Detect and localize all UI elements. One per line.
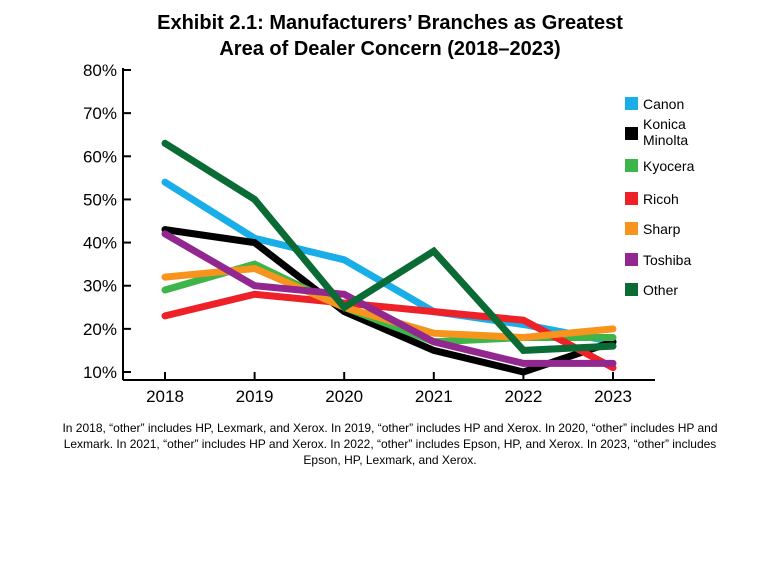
legend-label: Other <box>643 282 678 298</box>
chart-title: Exhibit 2.1: Manufacturers’ Branches as … <box>0 10 780 62</box>
legend-swatch <box>625 159 638 172</box>
series-line-other <box>161 139 617 354</box>
legend-swatch <box>625 283 638 296</box>
legend-label: Kyocera <box>643 158 695 174</box>
series-line-toshiba <box>161 230 617 367</box>
y-tick-label: 10% <box>83 363 117 382</box>
legend-swatch <box>625 97 638 110</box>
chart-title-line-2: Area of Dealer Concern (2018–2023) <box>219 38 561 60</box>
legend-label: Toshiba <box>643 252 691 268</box>
y-tick-label: 30% <box>83 277 117 296</box>
legend-swatch <box>625 127 638 140</box>
y-tick-label: 50% <box>83 190 117 209</box>
y-tick-label: 40% <box>83 234 117 253</box>
legend-label: Sharp <box>643 221 681 237</box>
legend-swatch <box>625 253 638 266</box>
legend-swatch <box>625 222 638 235</box>
y-tick-label: 60% <box>83 147 117 166</box>
legend-label: Konica <box>643 116 686 132</box>
axes: 10% 20% 30% 40% 50% 60% 70% 80% 2018 2019 2020 2021… <box>83 61 655 406</box>
x-tick-label: 2023 <box>594 387 632 406</box>
y-tick-label: 80% <box>83 61 117 80</box>
series-line-ricoh <box>161 290 617 372</box>
y-tick-label: 70% <box>83 104 117 123</box>
legend-label: Minolta <box>643 132 688 148</box>
x-tick-label: 2020 <box>325 387 363 406</box>
chart-title-line-1: Exhibit 2.1: Manufacturers’ Branches as … <box>157 12 623 34</box>
footnote: In 2018, “other” includes HP, Lexmark, a… <box>62 421 718 467</box>
x-tick-label: 2022 <box>504 387 542 406</box>
series-lines <box>161 139 617 376</box>
x-tick-label: 2019 <box>236 387 274 406</box>
series-line-konica-minolta <box>161 226 617 376</box>
x-tick-label: 2021 <box>415 387 453 406</box>
legend-label: Ricoh <box>643 191 679 207</box>
y-tick-label: 20% <box>83 320 117 339</box>
legend-swatch <box>625 192 638 205</box>
legend-label: Canon <box>643 96 684 112</box>
line-chart: 10% 20% 30% 40% 50% 60% 70% 80% 2018 2019 2020 2021… <box>83 61 695 406</box>
x-tick-label: 2018 <box>146 387 184 406</box>
